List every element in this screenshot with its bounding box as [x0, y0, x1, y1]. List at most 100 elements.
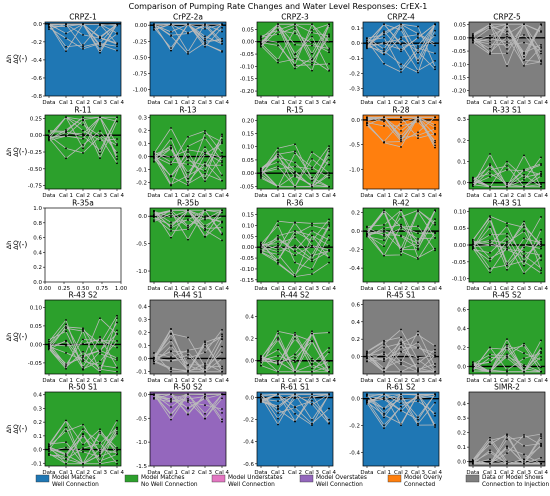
data-point	[294, 32, 296, 35]
data-point	[311, 395, 313, 398]
figure-title: Comparison of Pumping Rate Changes and W…	[129, 2, 428, 11]
data-point	[260, 45, 262, 48]
panel: R-44 S2 0.4 0.2 0.0 Data Cal 1 Cal 2 Cal 3 Cal 4	[245, 291, 336, 385]
data-point	[99, 449, 101, 452]
data-point	[221, 333, 223, 336]
data-point	[383, 370, 385, 373]
y-tick-label: 0.3	[138, 116, 147, 122]
data-point	[400, 359, 402, 361]
data-point	[187, 180, 189, 183]
y-tick-label: 0.4	[457, 326, 466, 332]
data-point	[328, 34, 330, 37]
data-point	[434, 393, 436, 396]
data-point	[383, 398, 385, 401]
data-point	[472, 238, 474, 241]
data-point	[277, 44, 279, 47]
data-point	[523, 244, 525, 247]
data-point	[170, 23, 172, 26]
data-point	[48, 137, 50, 139]
panel-title: R-33 S1	[492, 106, 521, 115]
data-point	[277, 423, 279, 426]
y-tick-label: -0.1	[31, 461, 42, 467]
y-tick-label: -0.10	[452, 277, 467, 283]
panel-frame	[44, 21, 122, 97]
data-point	[170, 137, 172, 140]
data-point	[153, 394, 155, 397]
data-point	[170, 398, 172, 401]
data-point	[540, 254, 542, 257]
data-point	[82, 116, 84, 119]
data-point	[153, 26, 155, 29]
data-point	[65, 426, 67, 429]
y-tick-label: 0.0	[457, 364, 466, 370]
data-point	[489, 233, 491, 236]
data-point	[540, 175, 542, 178]
data-point	[204, 229, 206, 232]
data-point	[294, 370, 296, 373]
data-point	[260, 167, 262, 170]
data-point	[116, 144, 118, 147]
y-tick-label: -0.05	[240, 184, 255, 190]
data-point	[82, 443, 84, 446]
data-point	[328, 48, 330, 51]
data-point	[540, 355, 542, 358]
data-point	[187, 369, 189, 372]
data-point	[82, 328, 84, 331]
y-tick-label: -0.05	[28, 361, 43, 367]
y-tick-label: -0.05	[452, 49, 467, 55]
data-point	[417, 370, 419, 373]
panel-frame	[44, 391, 122, 467]
data-point	[417, 32, 419, 35]
data-point	[82, 423, 84, 426]
data-point	[523, 246, 525, 249]
data-point	[472, 363, 474, 366]
data-point	[383, 33, 385, 36]
data-point	[65, 131, 67, 134]
data-point	[311, 234, 313, 237]
x-tick-label: Cal 4	[322, 193, 336, 199]
y-tick-label: 0.1	[457, 160, 466, 166]
data-point	[417, 36, 419, 39]
data-point	[472, 369, 474, 371]
legend-swatch	[299, 474, 314, 483]
y-axis-label-denominator: ΔQ	[12, 332, 20, 342]
data-point	[99, 364, 101, 367]
y-tick-label: -0.75	[133, 71, 148, 77]
data-point	[400, 138, 402, 141]
data-point	[489, 251, 491, 254]
data-point	[417, 330, 419, 333]
x-tick-label: Cal 2	[181, 193, 195, 199]
data-point	[277, 161, 279, 163]
data-point	[366, 37, 368, 40]
data-point	[277, 360, 279, 362]
data-point	[417, 116, 419, 119]
data-point	[99, 317, 101, 320]
data-point	[540, 238, 542, 240]
data-point	[65, 327, 67, 330]
data-point	[472, 245, 474, 248]
y-tick-label: -0.05	[452, 260, 467, 266]
data-point	[523, 168, 525, 171]
data-point	[170, 30, 172, 33]
y-tick-label: 0.00	[135, 23, 148, 29]
x-tick-label: Cal 4	[534, 100, 548, 106]
data-point	[260, 393, 262, 396]
data-point	[311, 224, 313, 227]
data-point	[540, 164, 542, 167]
data-point	[99, 35, 101, 38]
y-axis-label-unit: (-)	[19, 240, 28, 249]
data-point	[204, 27, 206, 30]
y-tick-label: -0.2	[243, 418, 254, 424]
data-point	[383, 427, 385, 429]
data-point	[400, 36, 402, 39]
data-point	[187, 148, 189, 151]
data-point	[170, 224, 172, 227]
data-point	[294, 175, 296, 178]
data-point	[187, 349, 189, 352]
legend-label-line1: Model Matches	[141, 475, 185, 481]
data-point	[294, 406, 296, 409]
data-point	[434, 218, 436, 221]
data-point	[472, 461, 474, 464]
